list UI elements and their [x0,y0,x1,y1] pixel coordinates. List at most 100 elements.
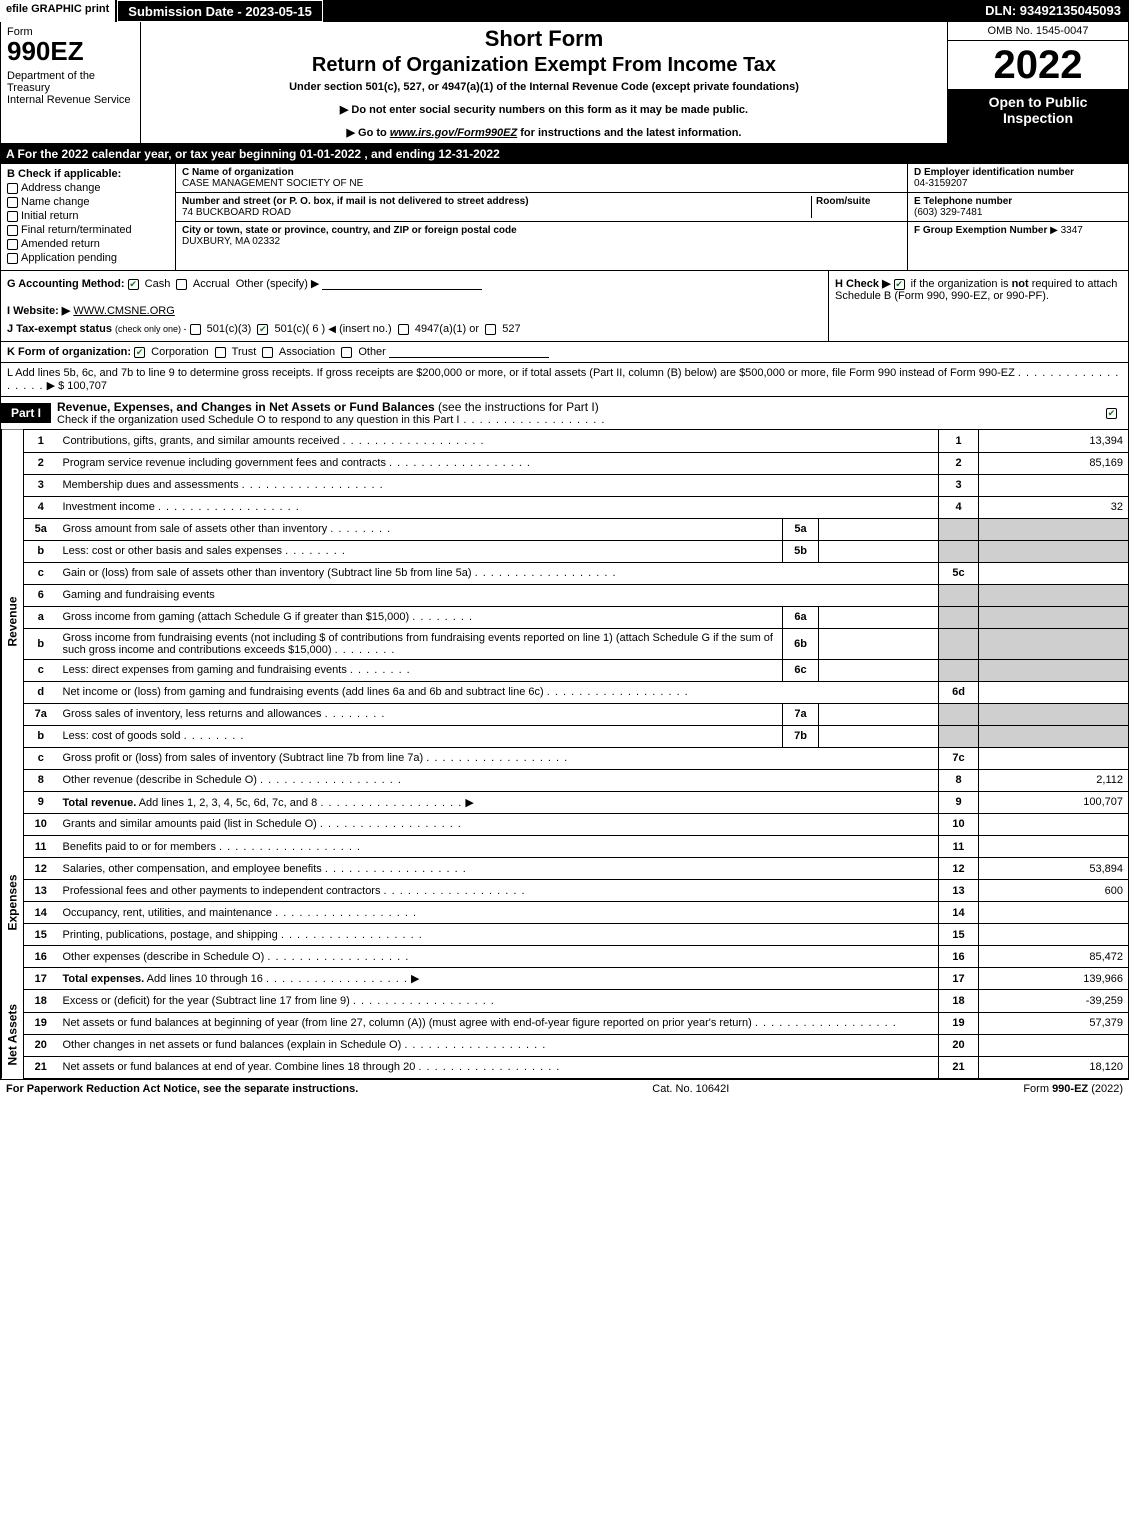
table-row: 17Total expenses. Add lines 10 through 1… [24,968,1129,990]
inline-value[interactable] [819,606,939,628]
chk-other-org[interactable] [341,347,352,358]
line-desc: Membership dues and assessments [58,474,939,496]
chk-corporation[interactable] [134,347,145,358]
line-desc: Grants and similar amounts paid (list in… [58,814,939,836]
amount-cell [979,628,1129,659]
tel-row: E Telephone number (603) 329-7481 [908,193,1128,222]
inline-value[interactable] [819,518,939,540]
line-number: 20 [24,1034,58,1056]
chk-amended-return[interactable]: Amended return [7,238,169,250]
chk-schedule-o[interactable] [1106,408,1117,419]
footer-right-post: (2022) [1088,1083,1123,1095]
line-desc: Gross income from fundraising events (no… [58,628,783,659]
line-number: 11 [24,836,58,858]
netassets-side-label: Net Assets [1,990,23,1079]
chk-initial-return[interactable]: Initial return [7,210,169,222]
ref-cell: 6d [939,681,979,703]
corporation-label: Corporation [151,346,208,358]
inline-value[interactable] [819,703,939,725]
inline-value[interactable] [819,540,939,562]
table-row: 16Other expenses (describe in Schedule O… [24,946,1129,968]
org-name-row: C Name of organization CASE MANAGEMENT S… [176,164,907,193]
org-name-label: C Name of organization [182,167,901,178]
ref-cell: 2 [939,452,979,474]
cash-label: Cash [145,278,171,290]
h-not: not [1012,278,1029,290]
row-g: G Accounting Method: Cash Accrual Other … [1,271,828,341]
footer-left: For Paperwork Reduction Act Notice, see … [6,1083,358,1095]
l-amount: 100,707 [67,380,107,392]
4947-label: 4947(a)(1) or [415,323,479,335]
dept-label: Department of the Treasury Internal Reve… [7,70,134,106]
netassets-section: Net Assets 18Excess or (deficit) for the… [0,990,1129,1079]
box-b-title: B Check if applicable: [7,168,169,180]
line-number: b [24,725,58,747]
instruct-2: ▶ Go to www.irs.gov/Form990EZ for instru… [149,126,939,139]
chk-accrual[interactable] [176,279,187,290]
527-label: 527 [502,323,520,335]
table-row: cGross profit or (loss) from sales of in… [24,747,1129,769]
city-row: City or town, state or province, country… [176,222,907,250]
line-desc: Investment income [58,496,939,518]
other-specify-field[interactable] [322,278,482,290]
revenue-table: 1Contributions, gifts, grants, and simil… [23,430,1129,814]
501c3-label: 501(c)(3) [207,323,252,335]
table-row: 7aGross sales of inventory, less returns… [24,703,1129,725]
street: 74 BUCKBOARD ROAD [182,207,811,218]
table-row: 10Grants and similar amounts paid (list … [24,814,1129,836]
footer-right: Form 990-EZ (2022) [1023,1083,1123,1095]
form-header: Form 990EZ Department of the Treasury In… [0,22,1129,144]
group-label: F Group Exemption Number [914,225,1047,236]
ref-cell [939,518,979,540]
chk-cash[interactable] [128,279,139,290]
line-desc: Occupancy, rent, utilities, and maintena… [58,902,939,924]
chk-address-change[interactable]: Address change [7,182,169,194]
inline-ref: 5a [783,518,819,540]
chk-4947[interactable] [398,324,409,335]
header-right: OMB No. 1545-0047 2022 Open to Public In… [948,22,1128,143]
line-number: 18 [24,990,58,1012]
line-desc: Gross income from gaming (attach Schedul… [58,606,783,628]
line-number: d [24,681,58,703]
chk-501c[interactable] [257,324,268,335]
h-text2: if the organization is [911,278,1012,290]
expenses-section: Expenses 10Grants and similar amounts pa… [0,814,1129,991]
table-row: cGain or (loss) from sale of assets othe… [24,562,1129,584]
chk-association[interactable] [262,347,273,358]
chk-trust[interactable] [215,347,226,358]
table-row: 1Contributions, gifts, grants, and simil… [24,430,1129,452]
group-num: ▶ 3347 [1050,225,1083,236]
efile-print-label[interactable]: efile GRAPHIC print [0,0,117,22]
line-number: 16 [24,946,58,968]
line-number: 6 [24,584,58,606]
expenses-table: 10Grants and similar amounts paid (list … [23,814,1129,991]
chk-application-pending[interactable]: Application pending [7,252,169,264]
title-return: Return of Organization Exempt From Incom… [149,54,939,77]
ref-cell: 9 [939,791,979,813]
inline-value[interactable] [819,659,939,681]
box-b: B Check if applicable: Address change Na… [1,164,176,270]
footer-right-pre: Form [1023,1083,1052,1095]
inline-value[interactable] [819,628,939,659]
part1-chk-wrap [1098,404,1128,422]
chk-501c3[interactable] [190,324,201,335]
inspection-badge: Open to Public Inspection [948,90,1128,143]
chk-final-return[interactable]: Final return/terminated [7,224,169,236]
other-org-field[interactable] [389,346,549,358]
website-link[interactable]: WWW.CMSNE.ORG [73,305,174,317]
irs-link[interactable]: www.irs.gov/Form990EZ [390,127,517,139]
line-desc: Less: cost of goods sold [58,725,783,747]
line-number: b [24,540,58,562]
chk-name-change[interactable]: Name change [7,196,169,208]
inline-ref: 6b [783,628,819,659]
chk-527[interactable] [485,324,496,335]
line-number: 19 [24,1012,58,1034]
j-label: J Tax-exempt status [7,323,112,335]
inline-ref: 7a [783,703,819,725]
spacer [323,0,977,22]
inline-value[interactable] [819,725,939,747]
chk-h[interactable] [894,279,905,290]
line-desc: Printing, publications, postage, and shi… [58,924,939,946]
other-org-label: Other [358,346,386,358]
amount-cell [979,924,1129,946]
